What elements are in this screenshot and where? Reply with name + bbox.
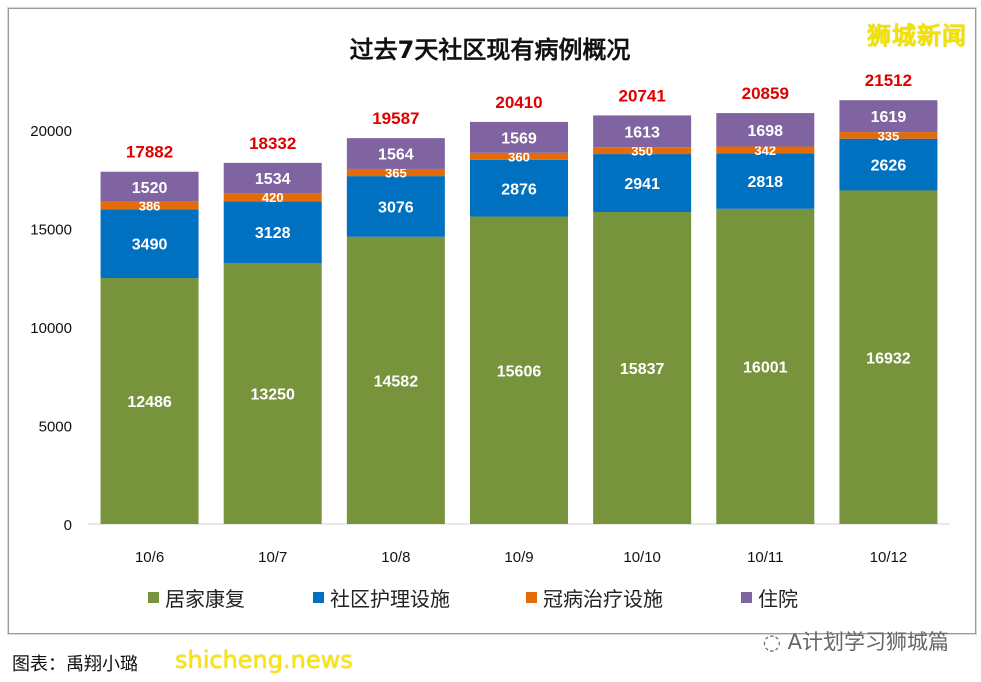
bar-segment: [223, 162, 322, 194]
bar-segment: [223, 201, 322, 263]
data-label: 2941: [624, 176, 660, 193]
bar-segment: [346, 138, 445, 169]
bar-segment: [593, 147, 692, 155]
data-label: 365: [385, 165, 407, 180]
data-label: 3490: [132, 237, 168, 254]
data-label: 420: [262, 190, 284, 205]
data-label: 2876: [501, 181, 537, 198]
bar-segment: [839, 132, 938, 139]
data-label: 1534: [255, 171, 291, 188]
total-label: 20410: [495, 93, 542, 112]
total-label: 21512: [865, 71, 912, 90]
data-label: 1619: [871, 109, 907, 126]
y-tick-label: 10000: [30, 320, 72, 337]
data-label: 2626: [871, 158, 907, 175]
bar-segment: [470, 216, 568, 524]
bar-segment: [346, 176, 445, 237]
bar-segment: [100, 201, 199, 210]
bar-segment: [223, 262, 322, 524]
data-label: 3076: [378, 200, 414, 217]
bar-segment: [100, 171, 199, 202]
bar-segment: [470, 121, 568, 153]
data-label: 13250: [250, 387, 295, 404]
data-label: 3128: [255, 225, 291, 242]
legend-swatch: [148, 592, 159, 603]
legend-swatch: [741, 592, 752, 603]
x-tick-label: 10/11: [747, 549, 783, 566]
data-label: 350: [631, 144, 653, 159]
bar-segment: [716, 208, 815, 524]
y-tick-label: 0: [64, 517, 72, 534]
total-label: 20741: [619, 86, 666, 105]
bar-segment: [839, 190, 938, 524]
data-label: 1520: [132, 180, 168, 197]
bar-segment: [593, 115, 692, 148]
bar-segment: [346, 236, 445, 524]
total-label: 19587: [372, 109, 419, 128]
total-label: 17882: [126, 143, 173, 162]
bar-segment: [470, 152, 568, 160]
data-label: 2818: [747, 174, 783, 191]
total-label: 20859: [742, 84, 789, 103]
data-label: 386: [139, 198, 161, 213]
x-tick-label: 10/12: [870, 549, 908, 566]
x-tick-label: 10/9: [504, 549, 533, 566]
x-tick-label: 10/10: [623, 549, 661, 566]
legend-swatch: [526, 592, 537, 603]
bar-segment: [100, 278, 199, 524]
data-label: 1698: [747, 123, 783, 140]
watermark-wechat-text: A计划学习狮城篇: [787, 630, 949, 654]
bar-segment: [100, 209, 199, 279]
bar-segment: [470, 159, 568, 217]
legend-label: 冠病治疗设施: [543, 587, 663, 611]
data-label: 16001: [743, 359, 788, 376]
chart-title: 过去7天社区现有病例概况: [350, 36, 631, 64]
x-tick-label: 10/6: [135, 549, 164, 566]
data-label: 12486: [127, 394, 172, 411]
watermark-top: 狮城新闻: [867, 22, 967, 50]
bar-segment: [593, 154, 692, 213]
data-label: 15606: [497, 363, 542, 380]
y-tick-label: 20000: [30, 123, 72, 140]
x-tick-label: 10/8: [381, 549, 410, 566]
data-label: 1613: [624, 124, 660, 141]
legend-swatch: [313, 592, 324, 603]
bar-segment: [716, 146, 815, 154]
bar-segment: [839, 100, 938, 133]
chart-credit: 图表：禹翔小璐: [12, 654, 138, 675]
legend-label: 住院: [758, 587, 798, 611]
data-label: 360: [508, 149, 530, 164]
bar-segment: [716, 153, 815, 209]
y-tick-label: 15000: [30, 222, 72, 239]
bar-segment: [346, 168, 445, 177]
watermark-wechat: ◌ A计划学习狮城篇: [762, 630, 949, 654]
data-label: 15837: [620, 361, 665, 378]
data-label: 1569: [501, 130, 537, 147]
legend-label: 社区护理设施: [330, 587, 450, 611]
y-tick-label: 5000: [39, 419, 72, 436]
watermark-site: shicheng.news: [175, 646, 353, 674]
data-label: 1564: [378, 147, 414, 164]
bar-segment: [716, 113, 815, 147]
data-label: 342: [754, 143, 776, 158]
data-label: 16932: [866, 350, 911, 367]
bar-segment: [223, 193, 322, 202]
bar-segment: [839, 138, 938, 191]
x-tick-label: 10/7: [258, 549, 287, 566]
total-label: 18332: [249, 134, 296, 153]
legend-label: 居家康复: [165, 587, 245, 611]
bar-segment: [593, 212, 692, 524]
data-label: 14582: [374, 373, 419, 390]
